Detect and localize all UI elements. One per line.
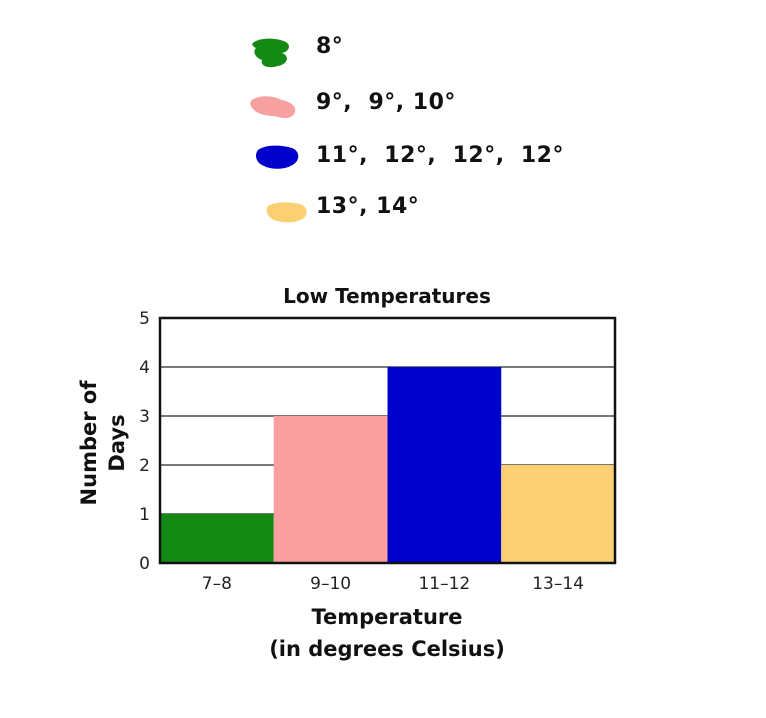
y-tick-label: 4 — [139, 358, 150, 378]
plot-frame — [158, 316, 617, 565]
legend-swatch-yellow-blob — [266, 202, 307, 223]
legend-swatch-blue — [252, 142, 302, 172]
x-tick-labels: 7–8 9–10 11–12 13–14 — [202, 574, 584, 594]
legend-swatch-blue-blob — [256, 145, 299, 169]
legend-swatch-green-blob — [252, 38, 289, 68]
bar-3 — [387, 367, 502, 563]
y-tick-label: 1 — [139, 505, 150, 525]
bar-4 — [501, 465, 615, 563]
legend-label-green: 8° — [316, 34, 344, 59]
x-tick-label: 11–12 — [418, 574, 470, 594]
bars — [160, 367, 615, 563]
y-tick-label: 0 — [139, 554, 150, 574]
legend-swatch-yellow — [264, 198, 310, 226]
y-tick-labels: 0 1 2 3 4 5 — [139, 309, 150, 574]
legend-swatch-pink — [248, 92, 300, 122]
x-axis-label-line1: Temperature — [311, 605, 462, 629]
legend-label-pink: 9°, 9°, 10° — [316, 90, 456, 115]
y-tick-label: 3 — [139, 407, 150, 427]
y-tick-label: 5 — [139, 309, 150, 329]
y-axis-label-line2: Days — [105, 414, 129, 471]
legend-label-yellow: 13°, 14° — [316, 194, 420, 219]
x-axis-label-line2: (in degrees Celsius) — [269, 637, 505, 661]
y-tick-label: 2 — [139, 456, 150, 476]
legend-swatch-green — [248, 36, 294, 70]
x-tick-label: 7–8 — [202, 574, 232, 594]
bar-2 — [273, 416, 388, 563]
y-axis-label-line1: Number of — [77, 380, 101, 506]
legend-swatch-pink-blob — [250, 96, 296, 118]
bar-1 — [160, 514, 274, 563]
chart-title: Low Temperatures — [283, 284, 491, 308]
x-tick-label: 9–10 — [310, 574, 351, 594]
legend-label-blue: 11°, 12°, 12°, 12° — [316, 143, 564, 168]
x-tick-label: 13–14 — [532, 574, 584, 594]
